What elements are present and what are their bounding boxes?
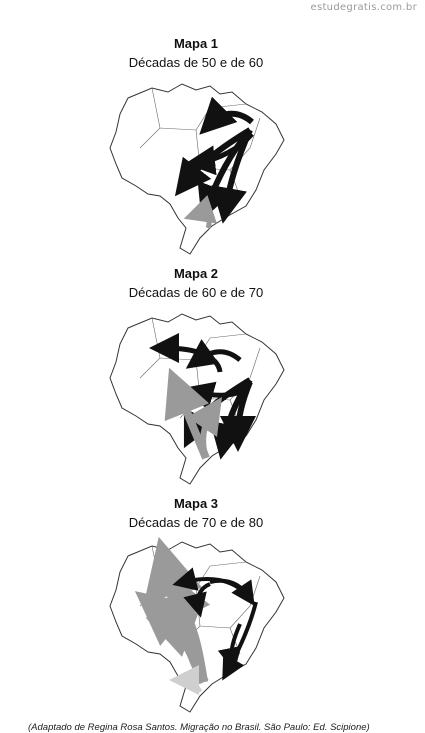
map-1-flows (174, 96, 254, 229)
map-1-subtitle: Décadas de 50 e de 60 (128, 55, 264, 70)
map-2-subtitle: Décadas de 60 e de 70 (128, 285, 264, 300)
map-3-title: Mapa 3 (173, 496, 219, 511)
map-3-flow-arrow (183, 582, 211, 618)
map-2-flow-arrow (187, 397, 222, 459)
map-3-brazil-map (109, 536, 285, 713)
map-1-flow-arrow (185, 132, 254, 176)
map-2-title: Mapa 2 (173, 266, 219, 281)
map-1-brazil-map (109, 83, 285, 255)
map-1-panel: Mapa 1 Décadas de 50 e de 60 (0, 34, 425, 259)
map-2-brazil-outline (109, 313, 285, 485)
map-1-flow-arrow (199, 96, 254, 135)
site-watermark: estudegratis.com.br (310, 2, 417, 13)
map-2-flow-arrow (185, 339, 242, 369)
map-2-flows (149, 333, 257, 460)
map-1-flow-arrow (183, 195, 217, 229)
map-3-panel: Mapa 3 Décadas de 70 e de 80 (0, 494, 425, 722)
map-3-flow-arrow (209, 578, 255, 606)
map-1-title: Mapa 1 (173, 36, 219, 51)
map-3-flow-arrow (169, 665, 203, 696)
source-citation: (Adaptado de Regina Rosa Santos. Migraçã… (28, 722, 370, 733)
map-3-flows (134, 536, 258, 696)
map-3-flow-arrow (167, 572, 211, 683)
map-2-panel: Mapa 2 Décadas de 60 e de 70 (0, 264, 425, 489)
map-2-brazil-map (109, 313, 285, 485)
map-3-subtitle: Décadas de 70 e de 80 (128, 515, 264, 530)
map-3-flow-arrow (217, 623, 242, 672)
